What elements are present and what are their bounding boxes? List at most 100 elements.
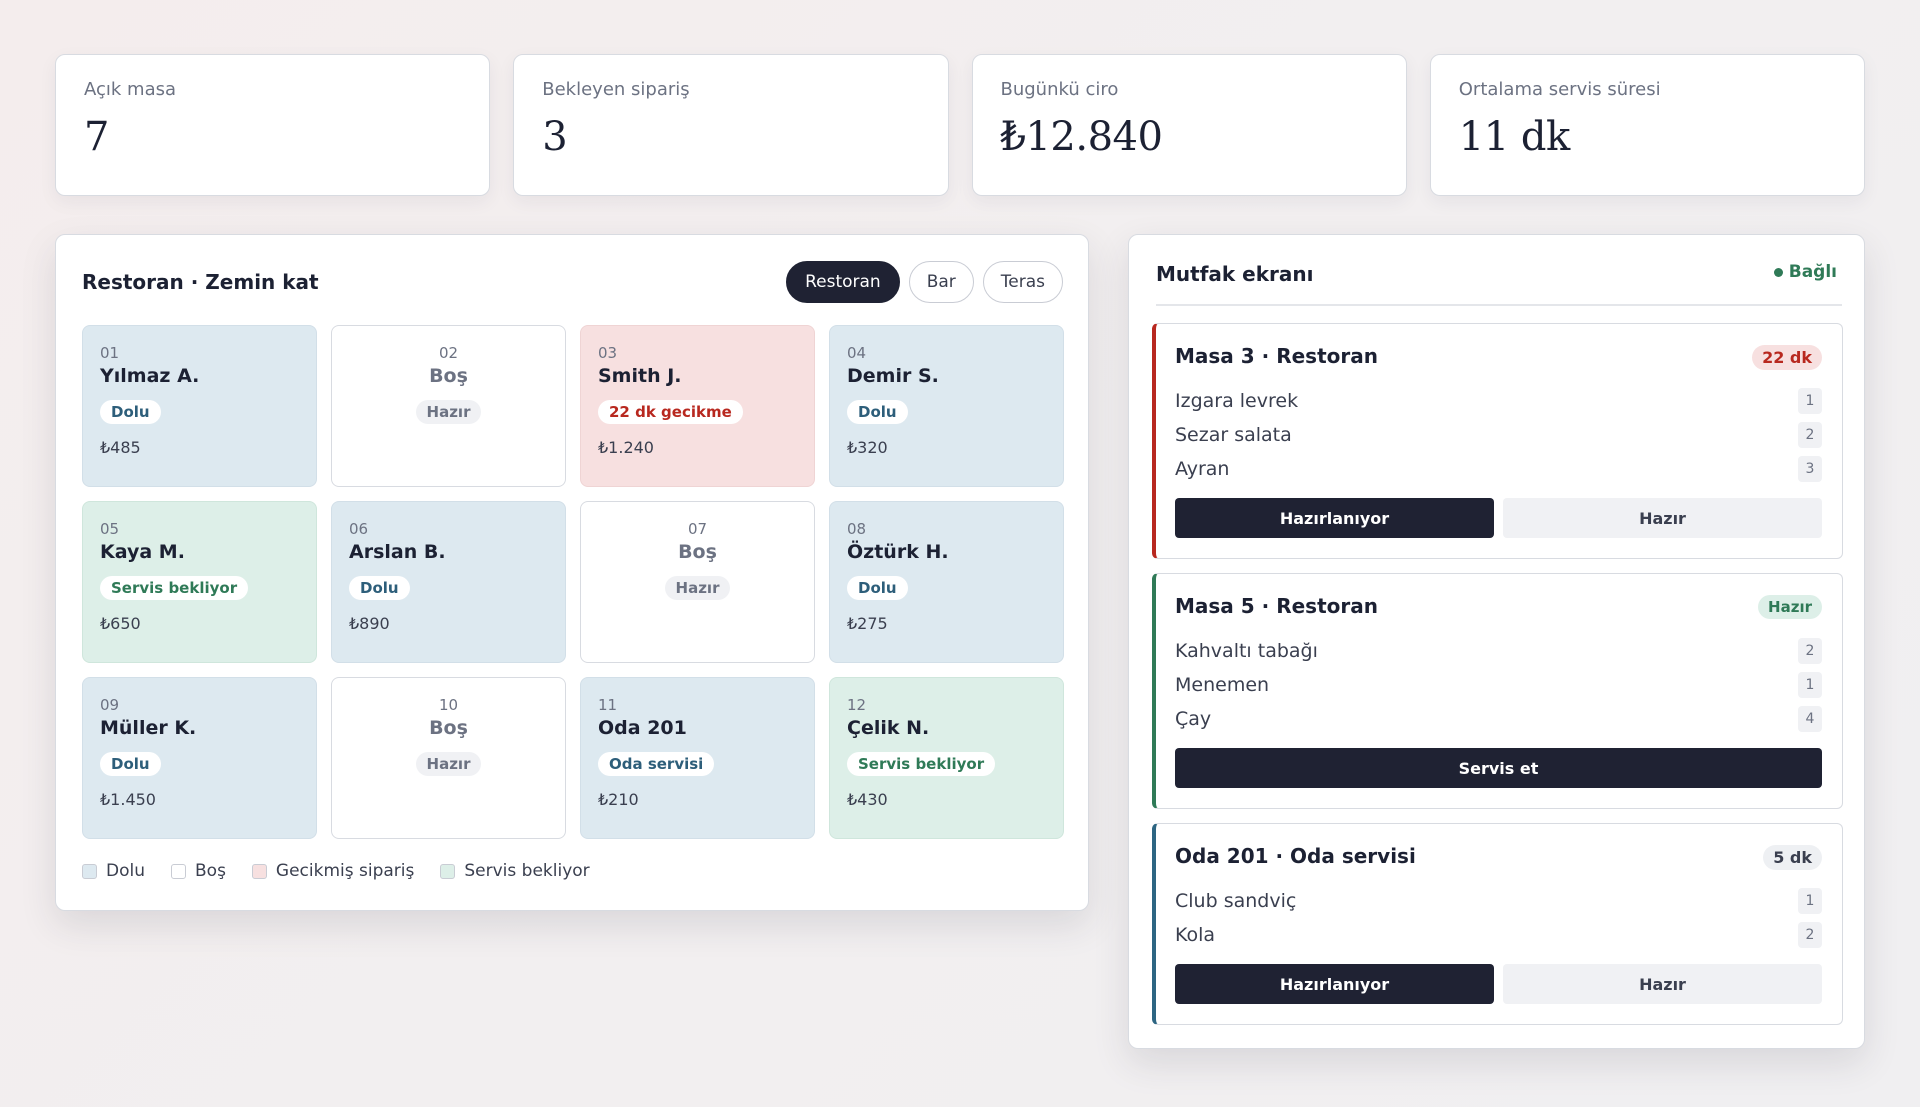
item-name: Izgara levrek [1175, 390, 1299, 412]
item-name: Menemen [1175, 674, 1270, 696]
order-status-badge: 5 dk [1763, 845, 1822, 870]
table-card-02[interactable]: 02 Boş Hazır [331, 325, 566, 487]
table-amount: ₺210 [598, 790, 639, 809]
order-card: Oda 201 · Oda servisi 5 dk Club sandviç 1 Ko… [1152, 823, 1843, 1025]
stat-value: 11 dk [1458, 114, 1570, 160]
item-name: Kola [1175, 924, 1216, 946]
table-guest-name: Boş [429, 365, 468, 387]
stat-label: Bugünkü ciro [1000, 79, 1119, 100]
status-badge: Servis bekliyor [100, 576, 249, 600]
table-guest-name: Kaya M. [100, 541, 185, 563]
stat-card-open-tables: Açık masa 7 [55, 54, 491, 196]
legend-item: Gecikmiş sipariş [251, 861, 414, 881]
table-amount: ₺890 [349, 614, 390, 633]
kitchen-title: Mutfak ekranı [1156, 262, 1314, 286]
status-wrap: Servis bekliyor [847, 739, 1046, 776]
kitchen-orders: Masa 3 · Restoran 22 dk Izgara levrek 1 Seza… [1152, 323, 1843, 1039]
legend: Dolu Boş Gecikmiş sipariş Servis bekliyor [82, 861, 590, 881]
table-grid: 01 Yılmaz A. Dolu ₺485 02 Boş Hazır 03 Smith J. 2… [82, 325, 1064, 839]
table-card-04[interactable]: 04 Demir S. Dolu ₺320 [829, 325, 1064, 487]
area-tabs: Restoran Bar Teras [786, 261, 1063, 303]
status-wrap: Dolu [349, 563, 548, 600]
status-wrap: Servis bekliyor [100, 563, 299, 600]
item-qty: 2 [1798, 922, 1822, 948]
order-card: Masa 3 · Restoran 22 dk Izgara levrek 1 Seza… [1152, 323, 1843, 559]
legend-label: Dolu [106, 861, 145, 881]
table-number: 09 [100, 696, 120, 714]
table-card-01[interactable]: 01 Yılmaz A. Dolu ₺485 [82, 325, 317, 487]
divider [1156, 304, 1842, 306]
table-number: 05 [100, 520, 120, 538]
preparing-button[interactable]: Hazırlanıyor [1175, 498, 1494, 538]
table-card-06[interactable]: 06 Arslan B. Dolu ₺890 [331, 501, 566, 663]
preparing-button[interactable]: Hazırlanıyor [1175, 964, 1494, 1004]
status-badge: Hazır [415, 400, 482, 424]
connection-status: Bağlı [1773, 262, 1837, 282]
order-item: Ayran 3 [1175, 452, 1822, 486]
table-card-09[interactable]: 09 Müller K. Dolu ₺1.450 [82, 677, 317, 839]
legend-swatch [251, 863, 267, 879]
order-status-badge: Hazır [1758, 595, 1822, 619]
tab-bar[interactable]: Bar [908, 261, 974, 303]
order-item: Çay 4 [1175, 702, 1822, 736]
item-name: Kahvaltı tabağı [1175, 640, 1318, 662]
stat-label: Açık masa [84, 79, 177, 100]
order-card: Masa 5 · Restoran Hazır Kahvaltı tabağı 2 Me… [1152, 573, 1843, 809]
status-badge: Dolu [847, 400, 908, 424]
tab-restoran[interactable]: Restoran [786, 261, 900, 303]
serve-button[interactable]: Servis et [1175, 748, 1822, 788]
table-card-10[interactable]: 10 Boş Hazır [331, 677, 566, 839]
legend-swatch [171, 863, 186, 879]
table-amount: ₺485 [100, 438, 141, 457]
order-items: Izgara levrek 1 Sezar salata 2 Ayran 3 [1175, 384, 1822, 486]
table-guest-name: Çelik N. [847, 717, 930, 739]
item-name: Çay [1175, 708, 1212, 730]
table-guest-name: Smith J. [598, 365, 682, 387]
table-number: 01 [100, 344, 120, 362]
table-guest-name: Boş [429, 717, 468, 739]
status-wrap: Dolu [100, 739, 299, 776]
table-card-08[interactable]: 08 Öztürk H. Dolu ₺275 [829, 501, 1064, 663]
table-card-12[interactable]: 12 Çelik N. Servis bekliyor ₺430 [829, 677, 1064, 839]
table-card-03[interactable]: 03 Smith J. 22 dk gecikme ₺1.240 [580, 325, 815, 487]
order-status-badge: 22 dk [1752, 345, 1822, 370]
table-guest-name: Oda 201 [598, 717, 687, 739]
table-number: 12 [847, 696, 867, 714]
table-card-11[interactable]: 11 Oda 201 Oda servisi ₺210 [580, 677, 815, 839]
order-item: Sezar salata 2 [1175, 418, 1822, 452]
status-badge: Servis bekliyor [847, 752, 996, 776]
ready-button[interactable]: Hazır [1503, 964, 1822, 1004]
item-qty: 1 [1798, 888, 1822, 914]
table-card-05[interactable]: 05 Kaya M. Servis bekliyor ₺650 [82, 501, 317, 663]
status-badge: Dolu [100, 400, 161, 424]
order-title: Masa 3 · Restoran [1175, 344, 1378, 368]
table-amount: ₺1.450 [100, 790, 156, 809]
tab-teras[interactable]: Teras [982, 261, 1063, 303]
table-amount: ₺1.240 [598, 438, 654, 457]
status-wrap: Hazır [349, 739, 548, 776]
table-guest-name: Boş [678, 541, 717, 563]
table-guest-name: Müller K. [100, 717, 197, 739]
order-item: Menemen 1 [1175, 668, 1822, 702]
table-amount: ₺650 [100, 614, 141, 633]
table-guest-name: Arslan B. [349, 541, 446, 563]
status-badge: Oda servisi [598, 752, 715, 776]
item-qty: 3 [1798, 456, 1822, 482]
table-card-07[interactable]: 07 Boş Hazır [580, 501, 815, 663]
ready-button[interactable]: Hazır [1503, 498, 1822, 538]
status-wrap: Dolu [847, 563, 1046, 600]
table-number: 06 [349, 520, 369, 538]
stats-row: Açık masa 7 Bekleyen sipariş 3 Bugünkü c… [55, 54, 1865, 196]
order-item: Izgara levrek 1 [1175, 384, 1822, 418]
table-number: 08 [847, 520, 867, 538]
order-items: Kahvaltı tabağı 2 Menemen 1 Çay 4 [1175, 634, 1822, 736]
status-wrap: 22 dk gecikme [598, 387, 797, 424]
status-badge: 22 dk gecikme [598, 400, 743, 424]
status-badge: Hazır [664, 576, 731, 600]
legend-swatch [82, 863, 97, 879]
table-number: 02 [438, 344, 459, 362]
status-wrap: Hazır [349, 387, 548, 424]
status-badge: Dolu [847, 576, 908, 600]
order-title: Oda 201 · Oda servisi [1175, 844, 1416, 868]
table-number: 03 [598, 344, 618, 362]
